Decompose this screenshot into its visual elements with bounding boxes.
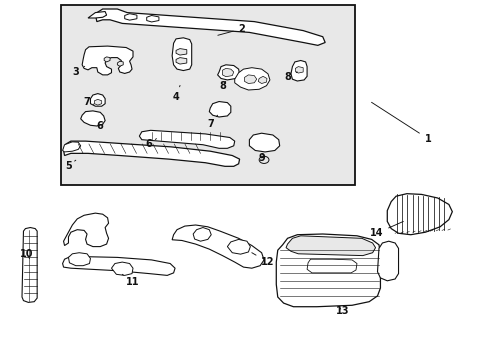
Polygon shape <box>290 60 306 81</box>
Polygon shape <box>90 94 105 106</box>
Polygon shape <box>68 253 90 266</box>
Text: 10: 10 <box>20 249 34 259</box>
Text: 9: 9 <box>258 153 264 163</box>
Polygon shape <box>295 67 303 73</box>
Text: 8: 8 <box>284 72 297 82</box>
Text: 3: 3 <box>72 66 84 77</box>
Polygon shape <box>82 46 133 75</box>
Polygon shape <box>217 65 239 80</box>
Polygon shape <box>124 14 137 20</box>
Polygon shape <box>94 99 102 105</box>
Polygon shape <box>111 262 133 275</box>
Polygon shape <box>63 213 108 247</box>
Polygon shape <box>95 9 325 45</box>
Polygon shape <box>227 239 250 254</box>
Polygon shape <box>172 225 264 268</box>
Polygon shape <box>209 102 230 117</box>
Polygon shape <box>258 76 266 84</box>
Polygon shape <box>244 75 256 84</box>
Polygon shape <box>249 133 279 152</box>
Polygon shape <box>62 142 81 152</box>
Polygon shape <box>146 15 159 22</box>
Polygon shape <box>88 12 106 18</box>
Polygon shape <box>306 259 356 273</box>
Polygon shape <box>276 234 380 307</box>
Bar <box>61 5 354 185</box>
Polygon shape <box>81 111 105 126</box>
Text: 13: 13 <box>335 306 348 316</box>
Polygon shape <box>62 256 175 275</box>
Polygon shape <box>172 38 191 71</box>
Polygon shape <box>63 141 239 166</box>
Polygon shape <box>234 68 269 90</box>
Text: 14: 14 <box>369 221 403 238</box>
Text: 1: 1 <box>371 102 430 144</box>
Text: 7: 7 <box>206 115 217 129</box>
Text: 5: 5 <box>65 160 76 171</box>
Text: 8: 8 <box>219 81 225 91</box>
Polygon shape <box>377 241 398 281</box>
Polygon shape <box>285 236 375 256</box>
Text: 12: 12 <box>251 253 274 267</box>
Polygon shape <box>117 61 123 66</box>
Text: 11: 11 <box>122 274 140 287</box>
Polygon shape <box>139 130 234 148</box>
Text: 2: 2 <box>217 24 245 35</box>
Polygon shape <box>22 228 37 302</box>
Polygon shape <box>193 228 211 241</box>
Text: 6: 6 <box>97 121 103 131</box>
Text: 6: 6 <box>145 139 156 149</box>
Polygon shape <box>176 49 186 55</box>
Polygon shape <box>176 58 186 64</box>
Polygon shape <box>104 57 110 62</box>
Polygon shape <box>222 68 233 77</box>
Text: 4: 4 <box>172 85 180 102</box>
Polygon shape <box>386 194 451 235</box>
Text: 7: 7 <box>83 96 94 107</box>
